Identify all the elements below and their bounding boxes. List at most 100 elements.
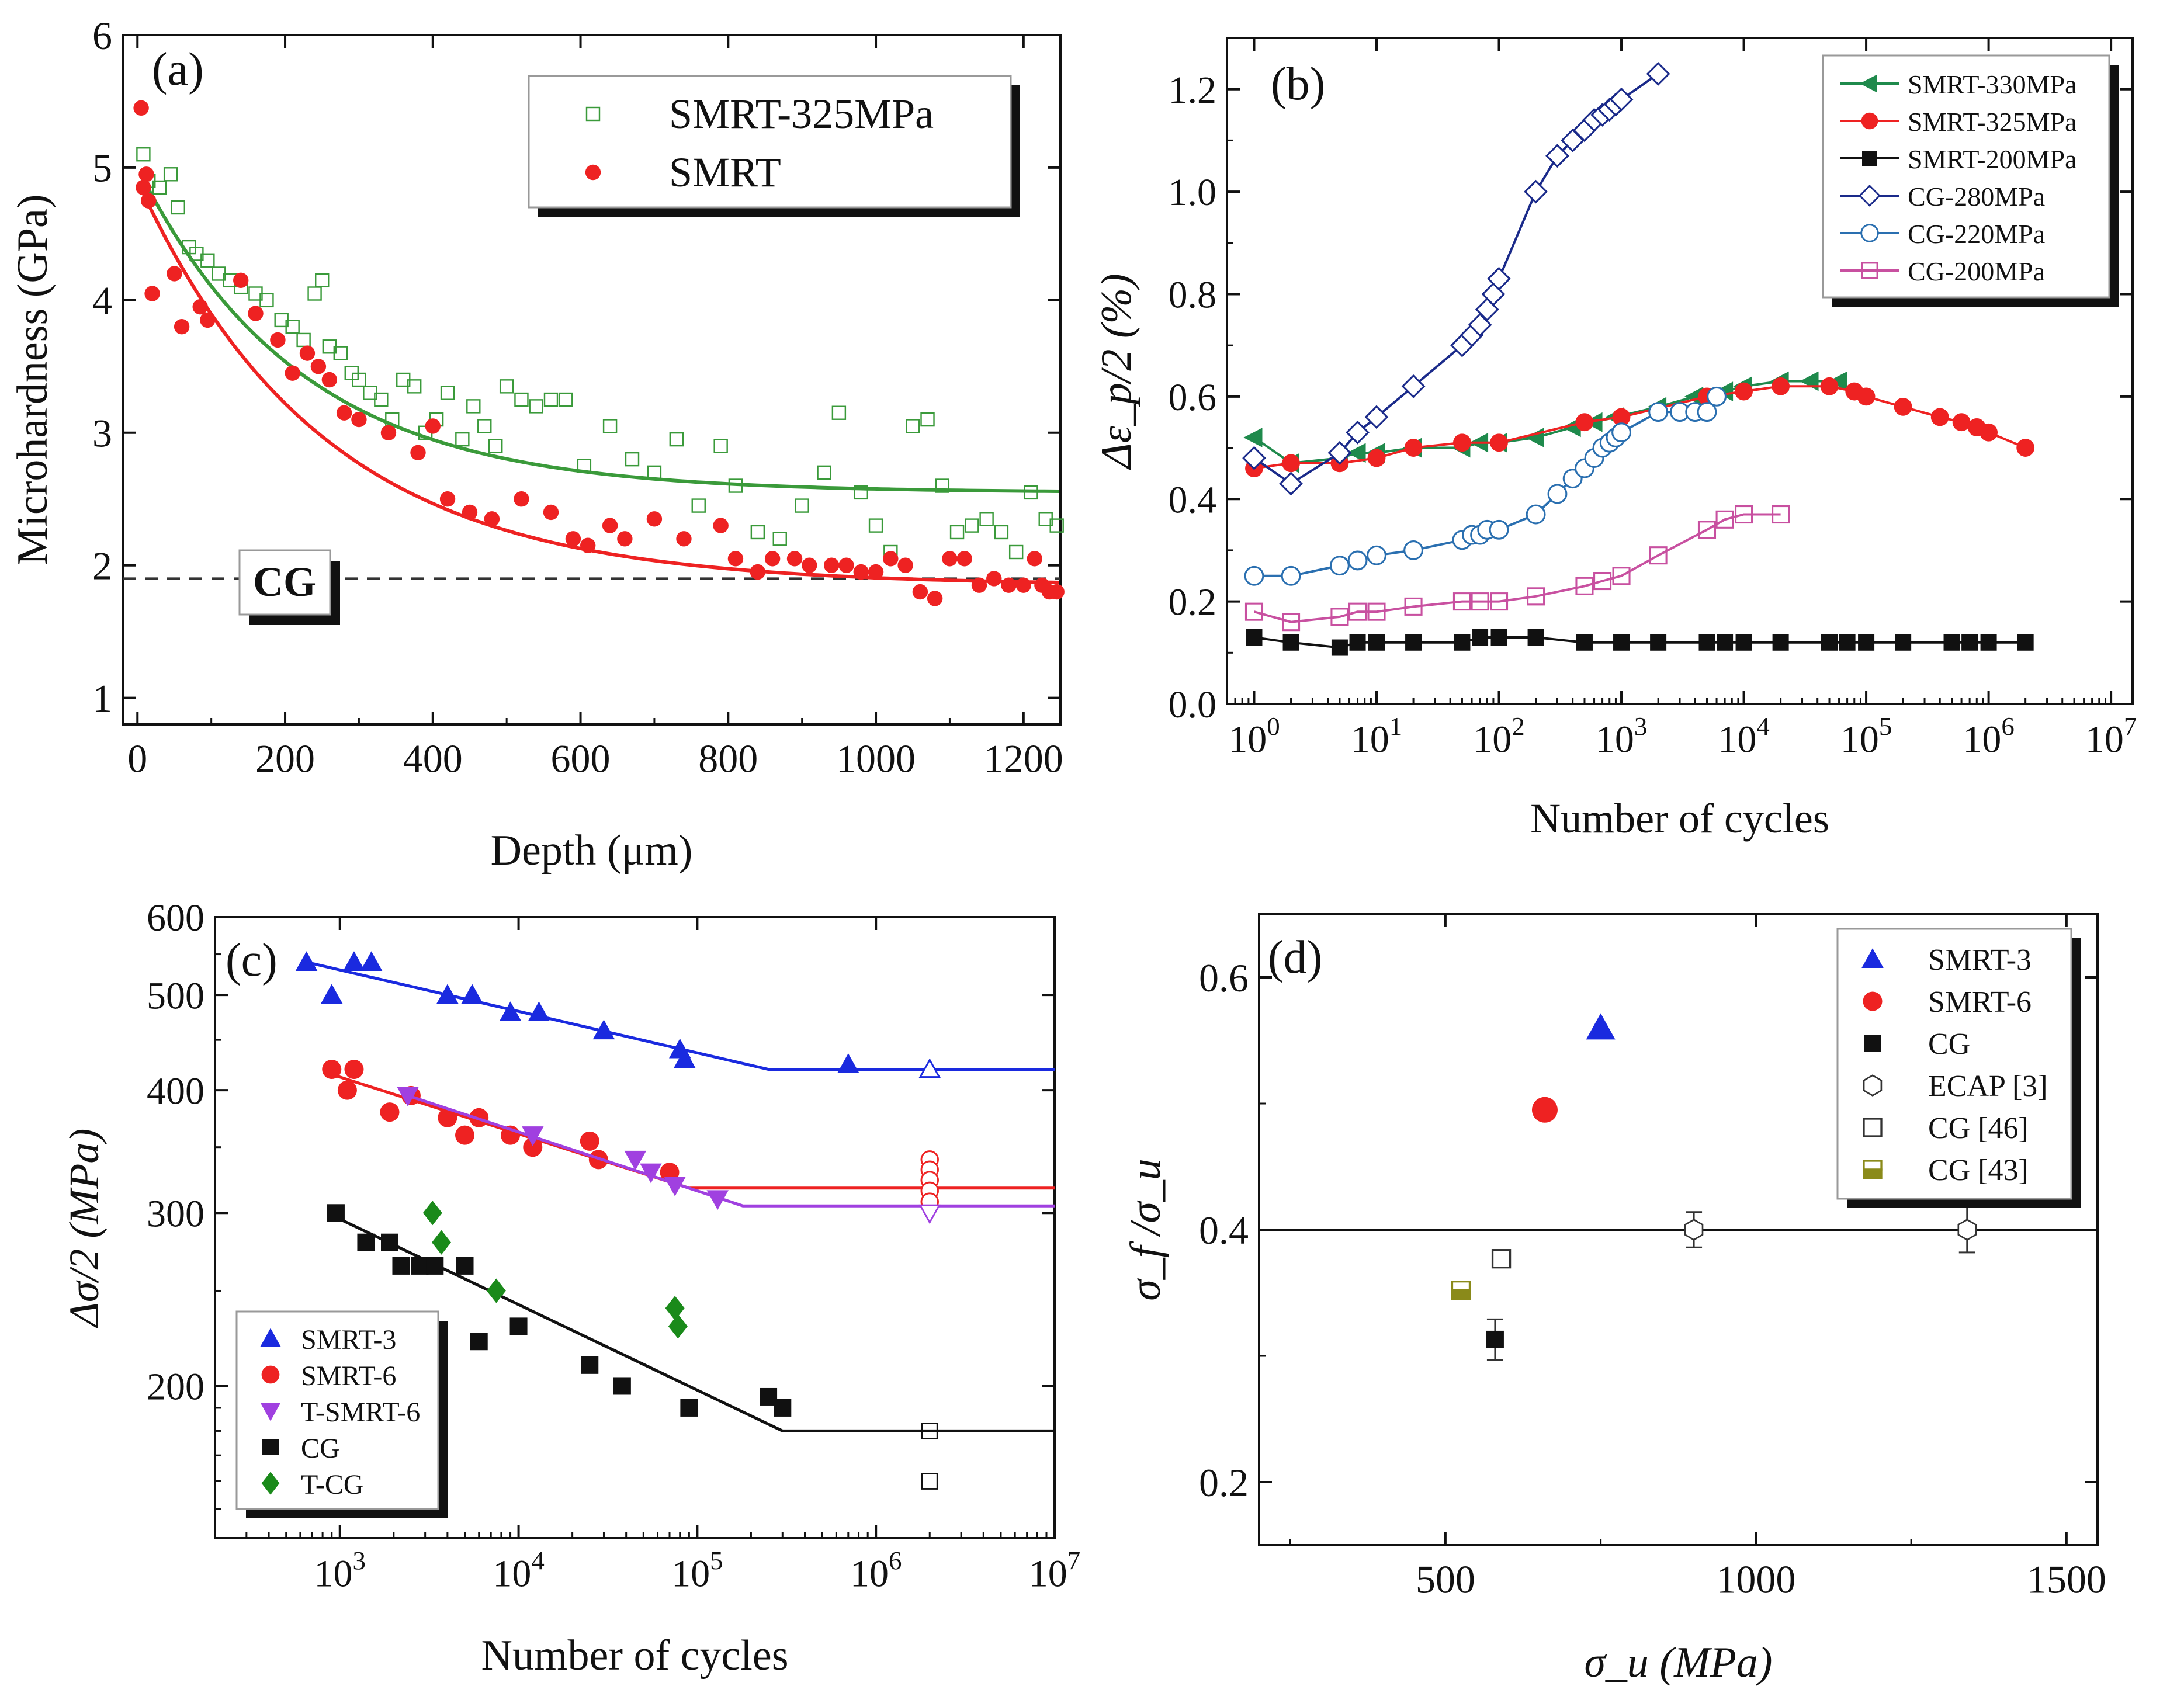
x-tick-label: 100 [1228,712,1280,761]
data-point [344,1060,364,1080]
series-line [1253,513,1781,623]
x-tick-label: 105 [1840,712,1892,761]
data-point [674,1048,696,1068]
x-tick-label: 400 [403,737,463,781]
y-tick-label: 0.6 [1199,956,1249,1000]
data-point [1772,634,1789,651]
data-point [1858,634,1875,651]
data-point [646,511,663,527]
data-point [509,1317,528,1335]
data-point [1454,634,1471,651]
data-point [1575,577,1594,595]
data-point [1490,629,1507,646]
runout-point [918,1058,941,1078]
panel-d: 500 1000 1500 0.2 0.4 0.6 σ_u (MPa) σ_f /σ_u (d)… [1122,913,2106,1687]
x-tick-label: 106 [850,1546,902,1595]
cg-label: CG [253,558,316,605]
legend-marker [585,164,601,181]
data-point [1330,608,1349,626]
fit-line [331,1073,1055,1190]
data-point [1527,587,1545,606]
y-tick-label: 0.2 [1199,1460,1249,1505]
data-point [1472,629,1489,646]
data-point [327,1204,345,1222]
data-point [337,1080,357,1100]
x-axis-label: Depth (μm) [491,827,693,875]
x-tick-label: 103 [1596,712,1647,761]
data-point [321,984,343,1004]
data-point [138,166,154,182]
data-point [912,584,928,600]
data-point [543,504,559,521]
data-point [1486,1330,1504,1348]
data-point [1707,386,1727,407]
x-tick-label: 0 [127,737,147,781]
data-point [1008,544,1024,560]
data-point [927,591,943,606]
data-point [514,392,529,407]
y-tick-label: 0.2 [1169,581,1217,624]
marker-bottom [1451,1289,1471,1300]
fit-line [335,1216,1055,1432]
data-point [817,465,831,480]
data-point [602,419,618,433]
legend-box [1822,54,2110,299]
data-point [407,379,422,394]
y-tick-label: 4 [92,279,112,323]
data-point [1367,602,1386,621]
y-tick-label: 0.4 [1199,1208,1249,1253]
data-point [906,419,920,433]
data-point [1531,1097,1558,1123]
data-point [1364,405,1389,429]
data-point [883,551,899,567]
data-point [270,332,286,348]
fit-line [407,1094,1055,1208]
data-point [1403,540,1424,560]
data-point [333,346,348,360]
data-point [152,180,167,195]
legend-marker [1861,948,1884,968]
data-point [994,525,1009,540]
data-point [343,951,365,971]
y-tick-label: 500 [147,974,204,1017]
legend-marker [1864,1035,1881,1052]
data-point [1821,634,1838,651]
data-point [764,551,781,567]
data-point [1331,639,1348,656]
data-point [838,557,854,573]
panel-label: (c) [226,935,278,986]
data-point [1586,1013,1616,1040]
data-point [831,405,847,420]
data-point [680,1399,698,1417]
data-point [380,425,397,440]
data-point [1347,443,1366,463]
data-point [617,531,633,547]
data-point [1367,545,1386,565]
data-point [397,1087,419,1107]
data-point [307,286,322,301]
data-point [1246,629,1263,646]
data-point [1613,634,1630,651]
data-point [439,491,456,507]
x-tick-label: 104 [493,1546,544,1595]
data-point [425,418,441,434]
data-point [1820,377,1839,395]
y-axis-label: Δσ/2 (MPa) [61,1129,108,1329]
x-tick-label: 107 [2085,712,2137,761]
data-point [136,147,151,162]
series-4 [1244,386,1727,586]
data-point [1451,1281,1471,1300]
x-axis-label: σ_u (MPa) [1584,1639,1772,1687]
x-tick-label: 101 [1351,712,1402,761]
data-point [1800,371,1819,391]
data-point [1649,546,1668,565]
data-point [295,951,318,971]
data-point [1575,413,1594,432]
data-point [528,1001,550,1021]
data-point [380,1233,398,1251]
data-point [436,984,459,1004]
data-point [1242,446,1266,470]
data-point [1282,634,1299,651]
legend-label: SMRT-325MPa [669,91,934,137]
data-point [315,273,330,288]
